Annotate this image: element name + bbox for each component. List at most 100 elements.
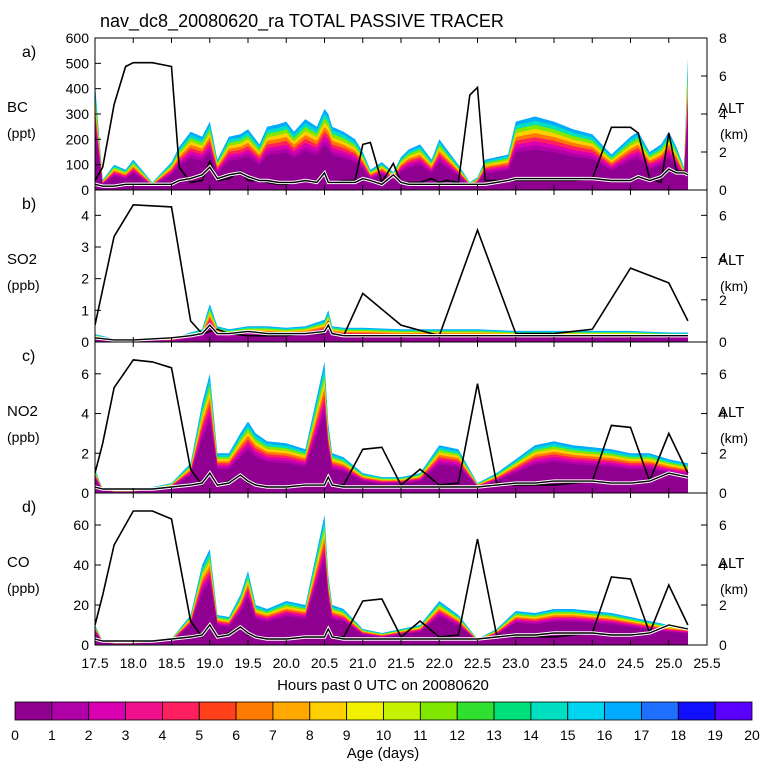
colorbar-tick-label: 16 — [597, 727, 613, 743]
y-tick-label: 40 — [73, 557, 89, 573]
alt-axis-label: ALT — [718, 404, 744, 421]
alt-axis-unit: (km) — [720, 581, 748, 597]
colorbar-swatch — [383, 701, 421, 721]
tracer-band-0 — [95, 560, 688, 645]
colorbar-swatch — [309, 701, 348, 721]
panel-tag: b) — [22, 196, 36, 213]
y-tick-label: 0 — [81, 485, 89, 501]
y-tick-label: 0 — [81, 637, 89, 653]
x-tick-label: 20.0 — [273, 655, 300, 671]
alt-tick-label: 0 — [719, 182, 727, 198]
colorbar-swatch — [14, 701, 53, 721]
colorbar-tick-label: 3 — [122, 727, 130, 743]
colorbar-tick-label: 6 — [232, 727, 240, 743]
x-tick-label: 23.5 — [540, 655, 567, 671]
y-tick-label: 6 — [81, 366, 89, 382]
x-tick-label: 20.5 — [311, 655, 338, 671]
chart-title: nav_dc8_20080620_ra TOTAL PASSIVE TRACER — [100, 11, 504, 32]
colorbar-tick-label: 17 — [634, 727, 650, 743]
colorbar-tick-label: 5 — [195, 727, 203, 743]
colorbar-tick-label: 0 — [11, 727, 19, 743]
colorbar-label: Age (days) — [347, 745, 420, 762]
alt-tick-label: 2 — [719, 445, 727, 461]
colorbar-tick-label: 4 — [159, 727, 167, 743]
panels: 010020030040050060002468a)BC(ppt)ALT(km)… — [7, 30, 748, 653]
panel-frame — [94, 189, 708, 343]
species-label: CO — [7, 554, 30, 571]
y-tick-label: 100 — [66, 157, 90, 173]
colorbar-swatch — [161, 701, 200, 721]
alt-axis-label: ALT — [718, 100, 744, 117]
panel-co: 0 20 40 60 0 2 4 6 d) CO (ppb) ALT (km) — [7, 492, 748, 653]
colorbar-tick-label: 2 — [85, 727, 93, 743]
y-tick-label: 200 — [66, 131, 90, 147]
colorbar-swatch — [272, 701, 311, 721]
colorbar-tick-label: 8 — [306, 727, 314, 743]
species-label: BC — [7, 99, 28, 116]
tracer-band-0 — [95, 117, 688, 190]
colorbar-tick-label: 11 — [413, 727, 428, 743]
colorbar-tick-label: 18 — [671, 727, 687, 743]
x-tick-label: 23.0 — [502, 655, 529, 671]
y-tick-label: 400 — [66, 81, 90, 97]
boundary-trace — [95, 166, 689, 187]
colorbar-tick-label: 19 — [707, 727, 723, 743]
colorbar-swatch — [235, 701, 274, 721]
unit-label: (ppt) — [7, 125, 36, 141]
x-tick-label: 18.0 — [120, 655, 147, 671]
alt-tick-label: 2 — [719, 144, 727, 160]
alt-axis-unit: (km) — [720, 430, 748, 446]
y-tick-label: 60 — [73, 517, 89, 533]
panel-so2: 0 1 2 3 4 0 2 4 6 b) SO2 (ppb) ALT (km) — [7, 189, 748, 350]
x-tick-label: 17.5 — [81, 655, 108, 671]
unit-label: (ppb) — [7, 429, 40, 445]
x-tick-label: 24.0 — [579, 655, 606, 671]
x-tick-label: 24.5 — [617, 655, 644, 671]
alt-axis-label: ALT — [718, 555, 744, 572]
alt-tick-label: 8 — [719, 30, 727, 46]
age-bands — [95, 515, 688, 645]
colorbar-tick-label: 13 — [486, 727, 502, 743]
alt-axis-unit: (km) — [720, 126, 748, 142]
colorbar-swatch — [456, 701, 495, 721]
x-tick-label: 25.0 — [655, 655, 682, 671]
colorbar-tick-label: 1 — [48, 727, 56, 743]
age-bands — [95, 361, 688, 493]
y-tick-label: 500 — [66, 55, 90, 71]
tracer-band-0 — [95, 414, 688, 493]
colorbar-swatch — [493, 701, 532, 721]
alt-tick-label: 4 — [719, 250, 727, 266]
alt-tick-label: 0 — [719, 485, 727, 501]
alt-tick-label: 4 — [719, 557, 727, 573]
boundary-trace — [95, 323, 688, 341]
colorbar-tick-label: 12 — [449, 727, 465, 743]
colorbar-swatch — [51, 701, 90, 721]
x-tick-label: 19.0 — [196, 655, 223, 671]
panel-no2: 0 2 4 6 0 2 4 6 c) NO2 (ppb) ALT (km) — [7, 341, 748, 501]
alt-tick-label: 0 — [719, 637, 727, 653]
panel-tag: c) — [22, 348, 35, 365]
colorbar-swatch — [198, 701, 237, 721]
y-tick-label: 2 — [81, 445, 89, 461]
panel-tag: d) — [22, 499, 36, 516]
colorbar-swatch — [714, 701, 753, 721]
colorbar-tick-label: 7 — [269, 727, 277, 743]
y-tick-label: 600 — [66, 30, 90, 46]
y-tick-label: 300 — [66, 106, 90, 122]
x-tick-label: 22.5 — [464, 655, 491, 671]
alt-tick-label: 6 — [719, 517, 727, 533]
colorbar-swatch — [125, 701, 163, 721]
alt-tick-label: 6 — [719, 207, 727, 223]
alt-tick-label: 2 — [719, 597, 727, 613]
colorbar-tick-label: 9 — [343, 727, 351, 743]
colorbar-swatch — [530, 701, 569, 721]
alt-tick-label: 4 — [719, 106, 727, 122]
x-tick-label: 18.5 — [158, 655, 185, 671]
alt-tick-label: 0 — [719, 334, 727, 350]
x-tick-label: 22.0 — [426, 655, 453, 671]
y-tick-label: 4 — [81, 406, 89, 422]
alt-axis-label: ALT — [718, 252, 744, 269]
alt-tick-label: 6 — [719, 366, 727, 382]
alt-tick-label: 2 — [719, 292, 727, 308]
